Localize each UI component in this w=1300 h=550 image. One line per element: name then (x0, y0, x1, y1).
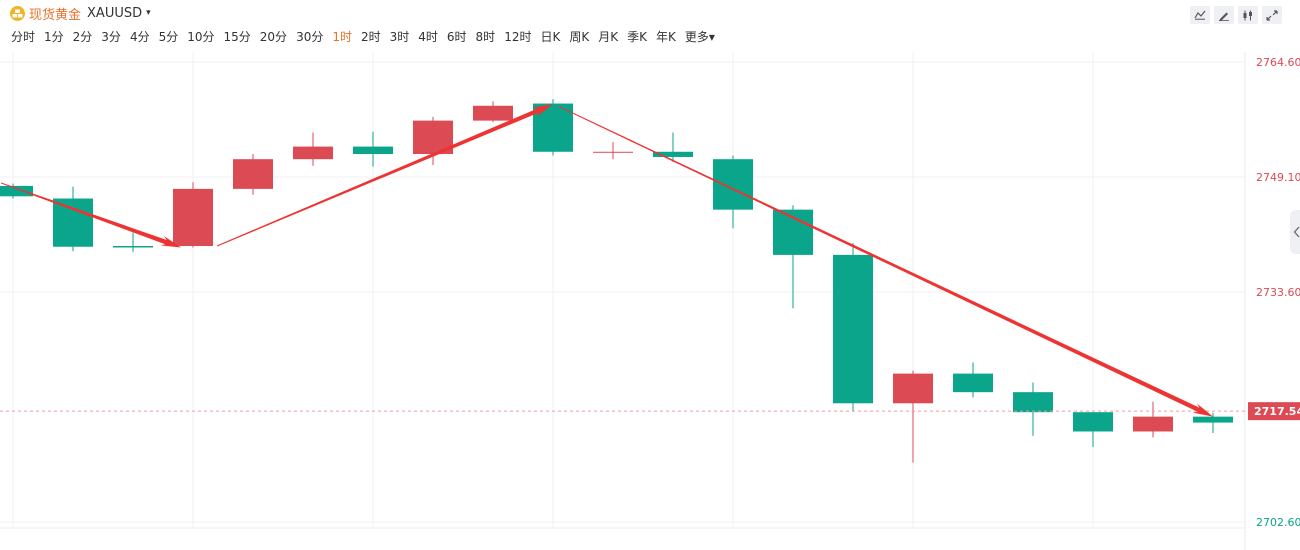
candle-body (953, 373, 993, 393)
candle-body (0, 185, 33, 197)
candle-body (593, 151, 633, 153)
chart-toolbar (1190, 6, 1282, 24)
interval-tab[interactable]: 1时 (332, 30, 352, 44)
gold-coin-icon (10, 5, 25, 21)
interval-tab[interactable]: 4分 (129, 30, 150, 44)
y-tick-label: 2733.60 (1256, 286, 1300, 299)
interval-tabs: 分时 1分 2分 3分 4分 5分 10分 15分 20分 30分 1时 2时 3时 4时 6时 8时 12时日… (11, 28, 724, 46)
candle-body (293, 146, 333, 160)
candle-body (1073, 412, 1113, 432)
interval-tab[interactable]: 年K (655, 30, 676, 44)
line-style-icon[interactable] (1190, 6, 1210, 24)
interval-tab[interactable]: 2分 (72, 30, 93, 44)
candle-body (233, 159, 273, 189)
interval-tab[interactable]: 2时 (360, 30, 381, 44)
candle-body (473, 105, 513, 121)
interval-tab[interactable]: 4时 (418, 30, 438, 44)
candle-body (353, 146, 393, 154)
fullscreen-icon[interactable] (1262, 6, 1282, 24)
candle-body (173, 188, 213, 246)
symbol-code: XAUUSD (87, 5, 143, 21)
candle-body (113, 246, 153, 248)
chevron-down-icon[interactable]: ▾ (146, 8, 151, 18)
interval-tab[interactable]: 12时 (504, 30, 532, 44)
draw-icon[interactable] (1214, 6, 1234, 24)
interval-tab[interactable]: 8时 (475, 30, 496, 44)
y-tick-label: 2749.10 (1256, 171, 1300, 184)
interval-tab[interactable]: 月K (598, 30, 619, 44)
trend-arrow (216, 104, 554, 247)
interval-tab[interactable]: 分时 (11, 30, 36, 44)
candle-body (1013, 392, 1053, 413)
current-price-tag (1248, 402, 1300, 421)
chevron-left-icon (1293, 226, 1300, 238)
candle-body (653, 151, 693, 157)
interval-tab[interactable]: 日K (540, 30, 561, 44)
candle-body (833, 254, 873, 404)
chart-header: 现货黄金 XAUUSD ▾ 分时 1分 2分 3分 4分 5分 10分 15分 20分 30分 1时… (0, 0, 1300, 52)
candle-body (713, 159, 753, 210)
interval-tab[interactable]: 5分 (158, 30, 179, 44)
interval-tab[interactable]: 周K (569, 30, 590, 44)
interval-tab[interactable]: 3分 (101, 30, 121, 44)
interval-tab[interactable]: 20分 (259, 30, 288, 44)
trend-arrow (0, 182, 181, 248)
y-tick-label: 2702.60 (1256, 516, 1300, 529)
panel-toggle-button[interactable] (1290, 210, 1300, 254)
candle-body (1193, 416, 1233, 423)
y-tick-label: 2764.60 (1256, 56, 1300, 69)
interval-tab[interactable]: 季K (627, 30, 647, 44)
interval-tab[interactable]: 10分 (187, 30, 215, 44)
interval-tab[interactable]: 3时 (389, 30, 410, 44)
candle-icon[interactable] (1238, 6, 1258, 24)
candle-body (893, 373, 933, 404)
interval-tab[interactable]: 15分 (223, 30, 251, 44)
symbol-selector[interactable]: 现货黄金 XAUUSD ▾ (10, 4, 151, 23)
symbol-name: 现货黄金 (29, 7, 82, 23)
interval-tab[interactable]: 更多▾ (684, 30, 715, 44)
current-price-label: 2717.54 (1254, 405, 1300, 418)
interval-tab[interactable]: 6时 (446, 30, 467, 44)
interval-tab[interactable]: 1分 (44, 30, 64, 44)
interval-tab[interactable]: 30分 (296, 30, 324, 44)
candle-body (53, 198, 93, 247)
trend-arrow (558, 106, 1213, 417)
candle-body (1133, 416, 1173, 432)
